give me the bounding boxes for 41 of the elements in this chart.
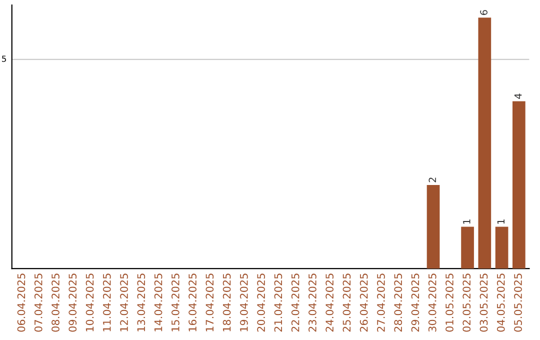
data-label: 2 <box>428 178 436 182</box>
bar <box>512 101 526 269</box>
bar <box>495 226 508 269</box>
x-tick-label: 07.04.2025 <box>34 274 42 332</box>
data-label: 1 <box>463 219 470 224</box>
x-tick-label: 12.04.2025 <box>120 274 128 332</box>
x-tick-label: 17.04.2025 <box>206 274 214 332</box>
x-tick-label: 25.04.2025 <box>342 274 351 332</box>
x-tick-label: 09.04.2025 <box>68 274 77 332</box>
bar <box>426 184 440 269</box>
x-tick-label: 15.04.2025 <box>171 274 180 332</box>
x-tick-label: 04.05.2025 <box>496 274 505 332</box>
x-tick-label: 23.04.2025 <box>308 274 316 332</box>
x-tick-label: 24.04.2025 <box>326 274 334 332</box>
x-tick-label: 14.04.2025 <box>154 274 162 332</box>
x-tick-label: 16.04.2025 <box>188 274 196 332</box>
x-tick-label: 11.04.2025 <box>102 274 111 332</box>
data-label: 1 <box>497 219 504 224</box>
ref-line-label: 5 <box>2 56 6 62</box>
x-tick-label: 29.04.2025 <box>411 274 420 332</box>
x-tick-label: 05.05.2025 <box>514 274 522 332</box>
bar <box>478 18 492 269</box>
x-tick-label: 19.04.2025 <box>240 274 248 332</box>
x-tick-label: 03.05.2025 <box>480 274 488 332</box>
x-tick-label: 30.04.2025 <box>428 274 436 332</box>
x-tick-label: 02.05.2025 <box>462 274 471 332</box>
x-tick-label: 08.04.2025 <box>52 274 60 332</box>
x-tick-label: 18.04.2025 <box>222 274 231 332</box>
x-tick-label: 13.04.2025 <box>137 274 146 332</box>
x-tick-label: 21.04.2025 <box>274 274 282 332</box>
x-tick-label: 26.04.2025 <box>360 274 368 332</box>
x-tick-label: 20.04.2025 <box>257 274 265 332</box>
bar <box>461 226 474 269</box>
data-label: 4 <box>514 94 522 99</box>
data-label: 6 <box>480 10 488 15</box>
x-tick-label: 06.04.2025 <box>17 274 26 332</box>
x-tick-label: 10.04.2025 <box>86 274 94 332</box>
x-tick-label: 22.04.2025 <box>291 274 300 332</box>
x-tick-label: 27.04.2025 <box>377 274 385 332</box>
x-tick-label: 28.04.2025 <box>394 274 402 332</box>
x-tick-label: 01.05.2025 <box>446 274 454 332</box>
